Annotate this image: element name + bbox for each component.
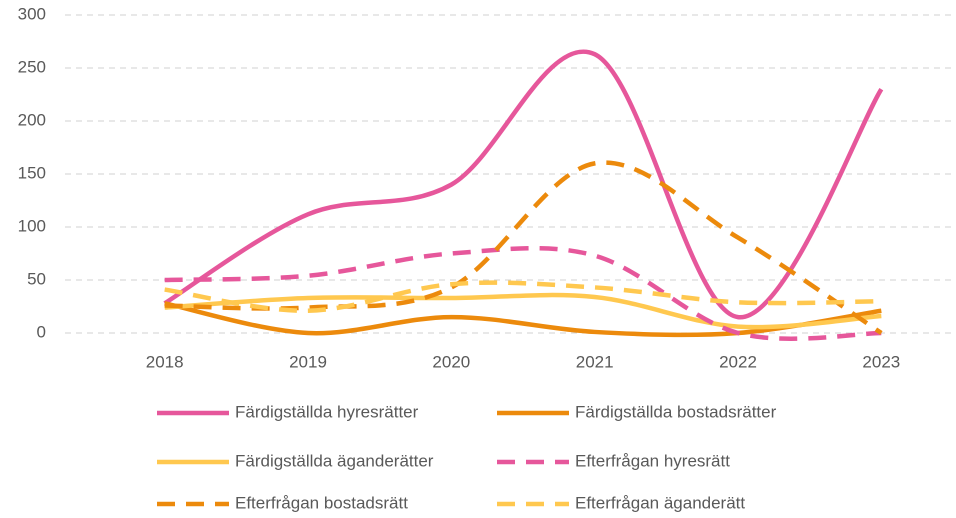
y-tick-label: 50 xyxy=(27,269,46,288)
series-line xyxy=(164,160,883,335)
legend-label: Färdigställda hyresrätter xyxy=(235,402,419,421)
legend-label: Efterfrågan äganderätt xyxy=(575,493,745,512)
x-tick-label: 2021 xyxy=(576,352,614,371)
series-line xyxy=(164,280,882,313)
series-line xyxy=(164,292,882,330)
legend-label: Efterfrågan bostadsrätt xyxy=(235,493,408,512)
y-tick-label: 0 xyxy=(37,322,46,341)
x-tick-label: 2019 xyxy=(289,352,327,371)
x-tick-label: 2018 xyxy=(146,352,184,371)
legend-label: Efterfrågan hyresrätt xyxy=(575,451,730,470)
y-tick-label: 200 xyxy=(18,110,46,129)
y-tick-label: 300 xyxy=(18,4,46,23)
series-line xyxy=(163,49,884,320)
y-tick-label: 150 xyxy=(18,163,46,182)
x-tick-label: 2023 xyxy=(862,352,900,371)
x-tick-label: 2022 xyxy=(719,352,757,371)
series-line xyxy=(164,301,882,338)
x-tick-label: 2020 xyxy=(432,352,470,371)
y-tick-label: 100 xyxy=(18,216,46,235)
series-line xyxy=(164,245,882,341)
legend-label: Färdigställda äganderätter xyxy=(235,451,434,470)
legend-label: Färdigställda bostadsrätter xyxy=(575,402,777,421)
y-tick-label: 250 xyxy=(18,57,46,76)
